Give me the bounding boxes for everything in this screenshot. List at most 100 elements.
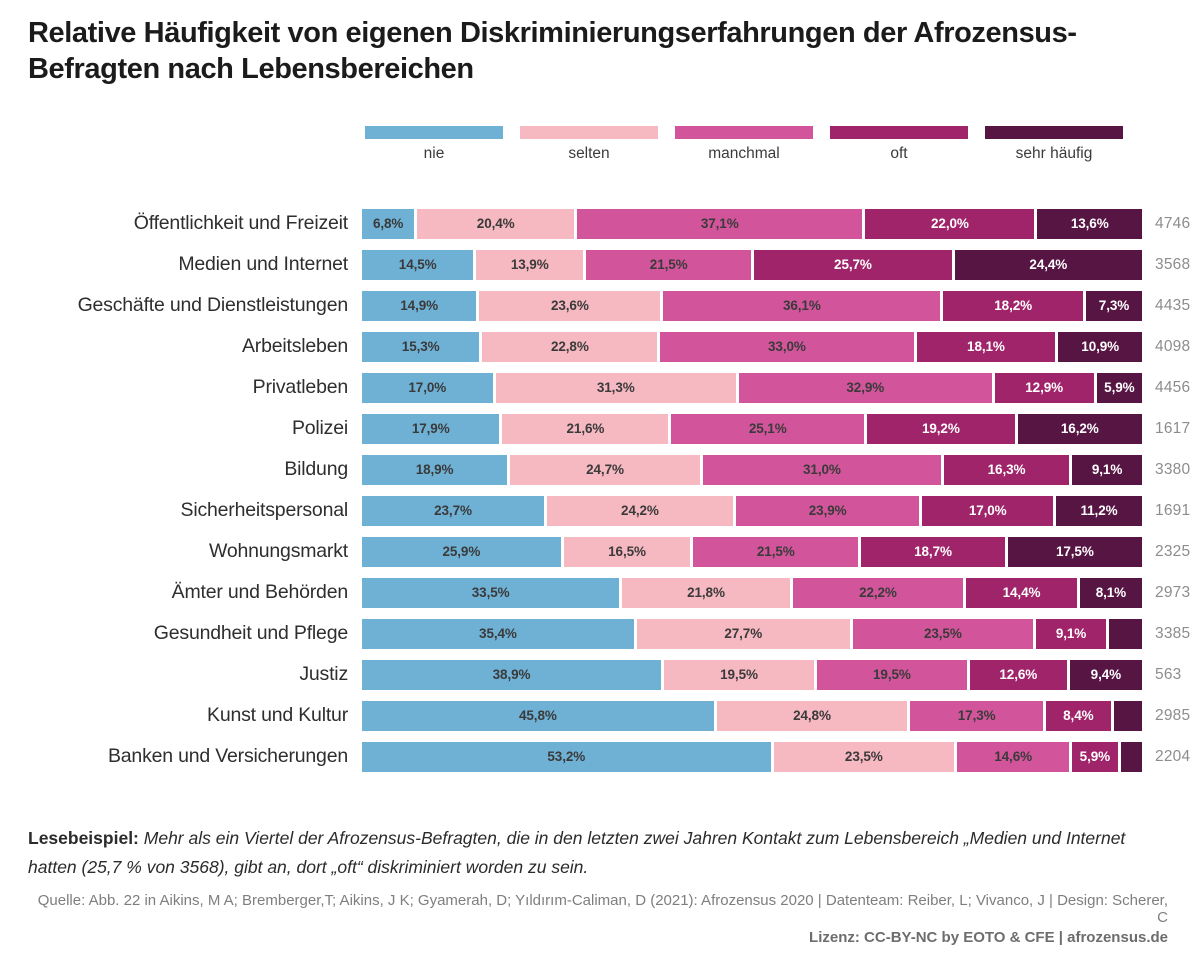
bar-segment-manchmal: 17,3%	[910, 700, 1044, 731]
bar-segment-oft: 18,1%	[916, 331, 1056, 362]
stacked-bar: 23,7% 24,2% 23,9% 17,0% 11,2%	[362, 495, 1142, 526]
segment-value-label: 35,4%	[479, 626, 517, 642]
stacked-bar-chart: Öffentlichkeit und Freizeit 6,8% 20,4% 37,1…	[28, 208, 1190, 772]
segment-value-label: 24,8%	[793, 708, 831, 724]
segment-value-label: 38,9%	[492, 667, 531, 683]
bar-segment-selten: 23,5%	[773, 741, 955, 772]
chart-row: Geschäfte und Dienstleistungen 14,9% 23,6%…	[28, 290, 1190, 321]
bar-segment-selten: 27,7%	[636, 618, 850, 649]
stacked-bar: 38,9% 19,5% 19,5% 12,6% 9,4%	[362, 659, 1142, 690]
row-total: 2973	[1155, 583, 1191, 601]
bar-segment-sehr-häufig	[1113, 700, 1143, 731]
segment-value-label: 9,4%	[1090, 667, 1122, 683]
bar-segment-manchmal: 25,1%	[671, 413, 865, 444]
row-total: 3385	[1155, 624, 1191, 642]
segment-value-label: 23,7%	[434, 503, 472, 519]
bar-segment-oft: 22,0%	[865, 208, 1035, 239]
bar-segment-oft: 17,0%	[922, 495, 1053, 526]
row-total: 563	[1155, 665, 1182, 683]
segment-value-label: 33,0%	[768, 339, 806, 355]
category-label: Arbeitsleben	[241, 335, 348, 358]
bar-segment-nie: 14,9%	[362, 290, 477, 321]
stacked-bar: 17,0% 31,3% 32,9% 12,9% 5,9%	[362, 372, 1143, 403]
segment-value-label: 21,5%	[649, 257, 688, 273]
segment-value-label: 12,9%	[1025, 380, 1064, 396]
segment-value-label: 17,0%	[408, 380, 447, 396]
segment-value-label: 37,1%	[700, 216, 739, 232]
segment-value-label: 22,8%	[550, 339, 589, 355]
legend-item: sehr häufig	[985, 125, 1123, 163]
source-line: Quelle: Abb. 22 in Aikins, M A; Bremberg…	[37, 892, 1168, 926]
bar-segment-nie: 38,9%	[362, 659, 662, 690]
page-title: Relative Häufigkeit von eigenen Diskrimi…	[28, 17, 1077, 85]
row-total: 4746	[1155, 214, 1191, 232]
bar-segment-sehr-häufig	[1120, 741, 1142, 772]
segment-value-label: 19,5%	[873, 667, 911, 683]
legend-item: oft	[830, 125, 968, 163]
bar-segment-selten: 22,8%	[482, 331, 658, 362]
chart-row: Bildung 18,9% 24,7% 31,0% 16,3% 9,1% 3380	[28, 454, 1190, 485]
bar-segment-oft: 16,3%	[943, 454, 1070, 485]
legend-swatch	[675, 125, 813, 139]
bar-segment-selten: 16,5%	[563, 536, 691, 567]
segment-value-label: 20,4%	[476, 216, 515, 232]
legend-swatch	[985, 125, 1123, 139]
chart-row: Medien und Internet 14,5% 13,9% 21,5% 25,7% 2…	[28, 249, 1190, 280]
bar-segment-selten: 21,8%	[622, 577, 790, 608]
bar-segment-selten: 24,7%	[510, 454, 700, 485]
row-total: 3380	[1155, 460, 1191, 478]
segment-value-label: 14,9%	[400, 298, 439, 314]
reading-example: Lesebeispiel: Mehr als ein Viertel der A…	[28, 824, 1138, 882]
segment-value-label: 21,5%	[756, 544, 795, 560]
bar-segment-sehr-häufig: 7,3%	[1085, 290, 1142, 321]
bar-segment-selten: 21,6%	[502, 413, 669, 444]
segment-value-label: 12,6%	[999, 667, 1038, 683]
bar-segment-nie: 25,9%	[362, 536, 561, 567]
stacked-bar: 17,9% 21,6% 25,1% 19,2% 16,2%	[362, 413, 1142, 444]
legend-swatch	[520, 125, 658, 139]
stacked-bar: 6,8% 20,4% 37,1% 22,0% 13,6%	[362, 208, 1142, 239]
bar-segment-manchmal: 22,2%	[792, 577, 964, 608]
segment-value-label: 13,6%	[1070, 216, 1109, 232]
bar-segment-sehr-häufig: 17,5%	[1007, 536, 1142, 567]
segment-value-label: 21,8%	[687, 585, 725, 601]
row-total: 2985	[1155, 706, 1191, 724]
legend-label: nie	[423, 144, 445, 162]
bar-segment-nie: 45,8%	[362, 700, 714, 731]
segment-value-label: 19,5%	[720, 667, 758, 683]
segment-value-label: 24,7%	[586, 462, 624, 478]
bar-segment-manchmal: 32,9%	[738, 372, 992, 403]
stacked-bar: 14,9% 23,6% 36,1% 18,2% 7,3%	[362, 290, 1142, 321]
bar-segment-selten: 20,4%	[417, 208, 575, 239]
chart-row: Sicherheitspersonal 23,7% 24,2% 23,9% 17,0% 1…	[28, 495, 1190, 526]
row-total: 2325	[1155, 542, 1191, 560]
chart-row: Privatleben 17,0% 31,3% 32,9% 12,9% 5,9% 4456	[28, 372, 1190, 403]
bar-segment-manchmal: 36,1%	[663, 290, 941, 321]
category-label: Bildung	[284, 458, 348, 481]
category-label: Gesundheit und Pflege	[153, 622, 348, 645]
segment-value-label: 17,3%	[957, 708, 996, 724]
reading-example-text: Mehr als ein Viertel der Afrozensus-Befr…	[28, 827, 1126, 877]
bar-segment-selten: 13,9%	[476, 249, 584, 280]
bar-segment-oft: 25,7%	[754, 249, 952, 280]
category-label: Polizei	[291, 417, 348, 440]
segment-value-label: 36,1%	[782, 298, 821, 314]
segment-value-label: 17,5%	[1055, 544, 1094, 560]
category-label: Ämter und Behörden	[171, 581, 349, 604]
stacked-bar: 53,2% 23,5% 14,6% 5,9%	[362, 741, 1142, 772]
segment-value-label: 16,2%	[1060, 421, 1099, 437]
bar-segment-nie: 53,2%	[362, 741, 771, 772]
segment-value-label: 22,0%	[931, 216, 969, 232]
category-label: Öffentlichkeit und Freizeit	[133, 212, 348, 235]
row-total: 1691	[1155, 501, 1191, 519]
row-total: 2204	[1155, 747, 1191, 765]
bar-segment-nie: 17,0%	[362, 372, 493, 403]
bar-segment-manchmal: 19,5%	[816, 659, 967, 690]
segment-value-label: 14,6%	[994, 749, 1033, 765]
segment-value-label: 23,5%	[923, 626, 962, 642]
segment-value-label: 17,0%	[968, 503, 1007, 519]
legend-label: oft	[890, 144, 908, 162]
legend-item: manchmal	[675, 125, 813, 163]
row-total: 4456	[1155, 378, 1191, 396]
bar-segment-selten: 19,5%	[664, 659, 814, 690]
